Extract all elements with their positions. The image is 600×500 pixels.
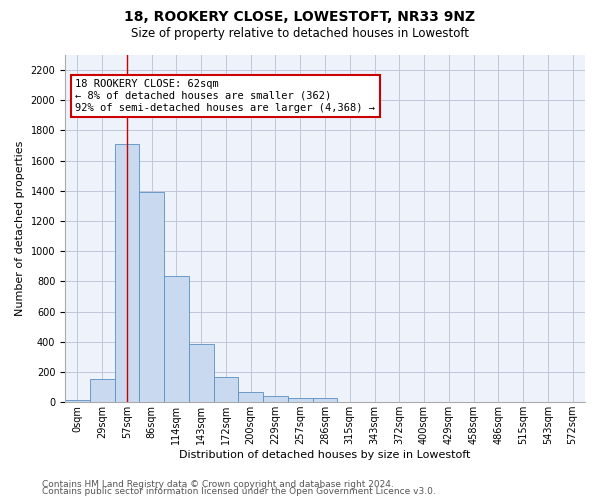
Text: 18 ROOKERY CLOSE: 62sqm
← 8% of detached houses are smaller (362)
92% of semi-de: 18 ROOKERY CLOSE: 62sqm ← 8% of detached… [76, 80, 376, 112]
Text: Size of property relative to detached houses in Lowestoft: Size of property relative to detached ho… [131, 28, 469, 40]
Bar [288, 398, 313, 402]
Bar [90, 379, 115, 402]
Bar [214, 378, 238, 402]
Bar [115, 144, 139, 402]
Bar [139, 192, 164, 402]
Bar [65, 400, 90, 402]
Text: Contains public sector information licensed under the Open Government Licence v3: Contains public sector information licen… [42, 488, 436, 496]
Bar [263, 396, 288, 402]
X-axis label: Distribution of detached houses by size in Lowestoft: Distribution of detached houses by size … [179, 450, 471, 460]
Bar [189, 344, 214, 402]
Y-axis label: Number of detached properties: Number of detached properties [15, 141, 25, 316]
Text: 18, ROOKERY CLOSE, LOWESTOFT, NR33 9NZ: 18, ROOKERY CLOSE, LOWESTOFT, NR33 9NZ [124, 10, 476, 24]
Bar [238, 392, 263, 402]
Bar [313, 398, 337, 402]
Bar [164, 276, 189, 402]
Text: Contains HM Land Registry data © Crown copyright and database right 2024.: Contains HM Land Registry data © Crown c… [42, 480, 394, 489]
